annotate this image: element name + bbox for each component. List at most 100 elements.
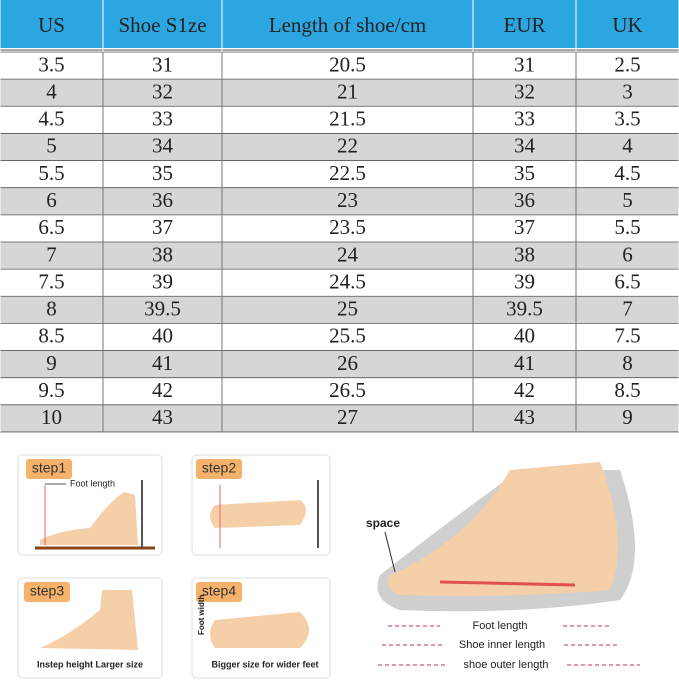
cell: 32	[514, 79, 535, 103]
note: Foot length	[70, 478, 115, 488]
row-bg	[0, 187, 679, 215]
step2-panel	[191, 454, 331, 556]
note: Foot width	[197, 594, 206, 635]
step-label: step2	[202, 460, 236, 476]
cell: 42	[514, 378, 535, 402]
cell: 23.5	[329, 215, 366, 239]
row-bg	[0, 241, 679, 270]
cell: 6.5	[614, 269, 640, 293]
cell: 6	[622, 242, 633, 266]
cell: 38	[514, 242, 535, 266]
cell: 34	[152, 134, 174, 158]
cell: 3	[622, 79, 633, 103]
cell: 9	[622, 405, 633, 429]
cell: 9.5	[38, 378, 64, 402]
step3-panel	[17, 577, 163, 679]
note: Bigger size for wider feet	[211, 659, 318, 669]
cell: 7	[622, 297, 633, 321]
cell: 5	[46, 134, 57, 158]
header-cell: US	[38, 13, 65, 37]
row-bg	[0, 133, 679, 161]
cell: 43	[514, 405, 535, 429]
cell: 4	[46, 79, 57, 103]
step4-panel	[191, 577, 331, 679]
cell: 39	[152, 269, 173, 293]
cell: 35	[152, 161, 173, 185]
row-bg	[0, 350, 679, 378]
cell: 37	[514, 215, 535, 239]
step-label: step4	[202, 583, 236, 599]
step1-panel	[17, 454, 163, 556]
header-cell: UK	[612, 13, 642, 37]
cell: 40	[152, 324, 173, 348]
cell: 26.5	[329, 378, 366, 402]
cell: 7	[46, 242, 57, 266]
label: Foot length	[472, 620, 527, 632]
cell: 39.5	[144, 297, 181, 321]
cell: 4.5	[38, 107, 64, 131]
cell: 6	[46, 188, 57, 212]
cell: 39.5	[506, 297, 543, 321]
cell: 39	[514, 269, 535, 293]
header-cell: Length of shoe/cm	[269, 13, 426, 37]
header-cell: EUR	[504, 13, 546, 37]
cell: 35	[514, 161, 535, 185]
cell: 8	[46, 297, 57, 321]
label-bg	[446, 658, 566, 672]
cell: 4	[622, 134, 633, 158]
cell: 40	[514, 324, 535, 348]
cell: 42	[152, 378, 173, 402]
header-cell: Shoe S1ze	[118, 13, 206, 37]
note: Instep height Larger size	[37, 659, 143, 669]
cell: 22	[337, 134, 358, 158]
cell: 32	[152, 79, 173, 103]
cell: 23	[337, 188, 358, 212]
cell: 5.5	[38, 161, 64, 185]
label-bg	[442, 638, 562, 652]
cell: 25.5	[329, 324, 366, 348]
cell: 31	[152, 52, 173, 76]
cell: 24.5	[329, 269, 366, 293]
cell: 8.5	[38, 324, 64, 348]
label: space	[366, 516, 400, 530]
row-bg	[0, 404, 679, 432]
cell: 21.5	[329, 107, 366, 131]
cell: 25	[337, 297, 358, 321]
cell: 31	[514, 52, 535, 76]
cell: 33	[152, 107, 173, 131]
cell: 8	[622, 351, 633, 375]
cell: 24	[337, 242, 359, 266]
cell: 4.5	[614, 161, 640, 185]
step-label: step1	[32, 460, 66, 476]
header-bg	[0, 0, 679, 48]
row-bg	[0, 79, 679, 107]
cell: 9	[46, 351, 57, 375]
cell: 10	[41, 405, 62, 429]
cell: 36	[152, 188, 173, 212]
cell: 3.5	[38, 52, 64, 76]
cell: 43	[152, 405, 173, 429]
cell: 36	[514, 188, 535, 212]
cell: 6.5	[38, 215, 64, 239]
cell: 5	[622, 188, 633, 212]
cell: 33	[514, 107, 535, 131]
cell: 21	[337, 79, 358, 103]
cell: 22.5	[329, 161, 366, 185]
label: shoe outer length	[463, 659, 548, 671]
label-bg	[440, 619, 560, 633]
step-label: step3	[30, 583, 64, 599]
cell: 41	[514, 351, 535, 375]
cell: 34	[514, 134, 536, 158]
cell: 37	[152, 215, 173, 239]
cell: 2.5	[614, 52, 640, 76]
label: Shoe inner length	[459, 639, 545, 651]
cell: 7.5	[38, 269, 64, 293]
cell: 3.5	[614, 107, 640, 131]
cell: 38	[152, 242, 173, 266]
row-bg	[0, 296, 679, 324]
cell: 7.5	[614, 324, 640, 348]
cell: 5.5	[614, 215, 640, 239]
shoe-diagram	[377, 462, 640, 666]
